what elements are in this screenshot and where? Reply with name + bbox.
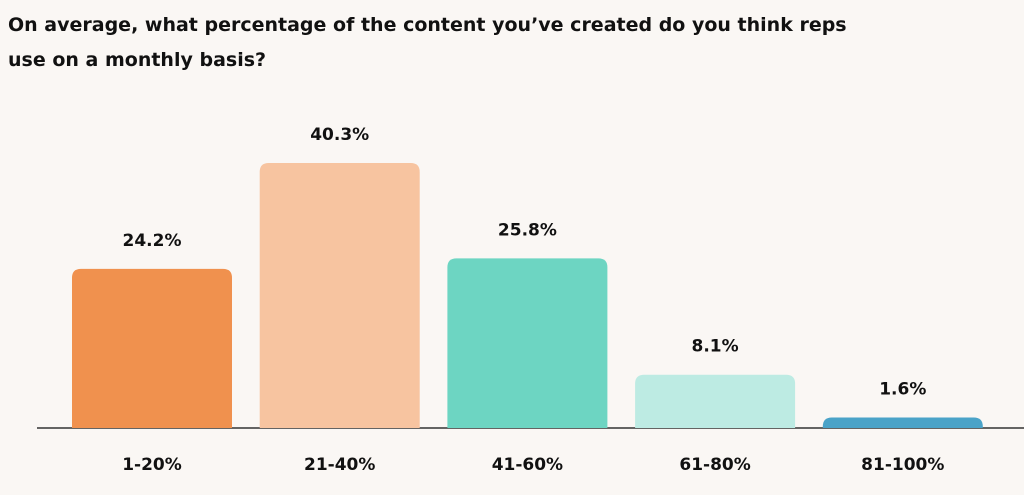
value-label: 8.1% xyxy=(692,337,739,357)
value-label: 1.6% xyxy=(879,379,926,399)
value-label: 24.2% xyxy=(123,231,182,251)
bar xyxy=(72,268,232,428)
bar xyxy=(635,374,796,428)
value-label: 25.8% xyxy=(498,220,557,240)
x-tick-label: 61-80% xyxy=(679,455,750,475)
x-tick-label: 21-40% xyxy=(304,455,375,475)
x-tick-label: 41-60% xyxy=(492,455,563,475)
value-label: 40.3% xyxy=(310,125,369,145)
bar xyxy=(259,163,420,428)
bar xyxy=(822,417,983,428)
chart-title: On average, what percentage of the conte… xyxy=(8,14,847,71)
x-tick-label: 81-100% xyxy=(861,455,944,475)
bar xyxy=(447,258,608,428)
x-tick-label: 1-20% xyxy=(122,455,182,475)
